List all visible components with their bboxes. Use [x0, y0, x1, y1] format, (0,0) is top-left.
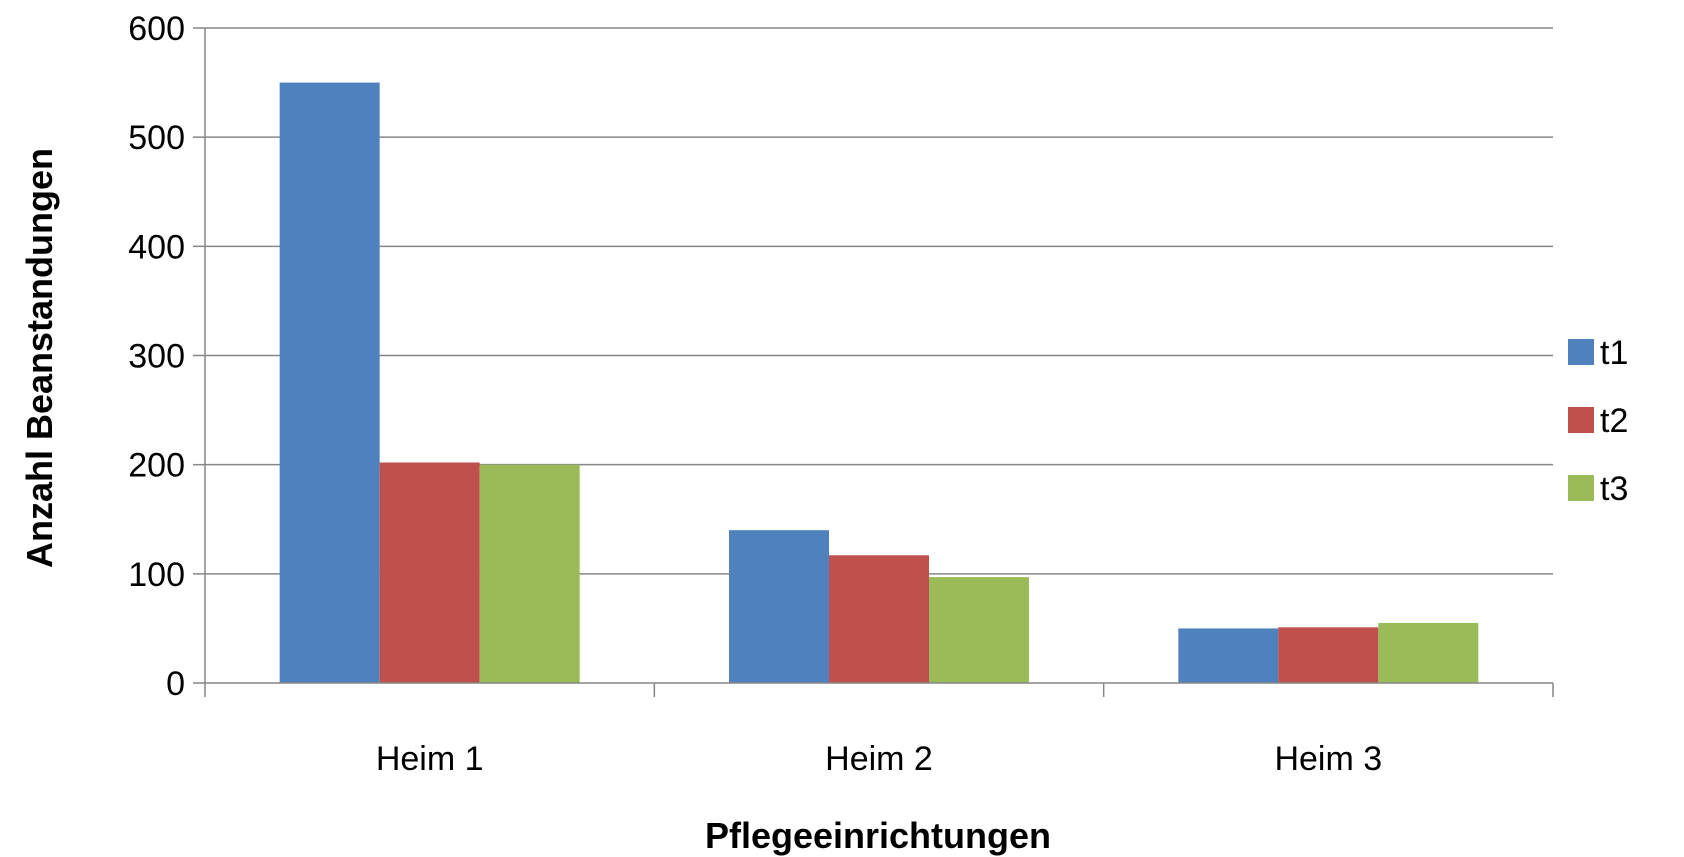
legend: t1 t2 t3 [1568, 334, 1628, 508]
x-axis-title: Pflegeeinrichtungen [705, 815, 1051, 856]
x-tick-labels: Heim 1 Heim 2 Heim 3 [376, 740, 1382, 778]
y-tick-labels: 0 100 200 300 400 500 600 [128, 10, 185, 703]
y-tick-label: 600 [128, 10, 185, 48]
y-tick-label: 100 [128, 556, 185, 594]
y-tick-label: 400 [128, 228, 185, 266]
bar-t2-2 [829, 555, 929, 683]
legend-label-t3: t3 [1600, 470, 1628, 508]
bars [279, 82, 1479, 684]
x-tick-label: Heim 3 [1274, 740, 1382, 778]
axes [193, 27, 1554, 697]
y-tick-label: 200 [128, 447, 185, 485]
x-tick-label: Heim 2 [825, 740, 933, 778]
legend-label-t2: t2 [1600, 402, 1628, 440]
y-tick-label: 300 [128, 338, 185, 376]
bar-t3-2 [929, 577, 1029, 683]
y-tick-label: 500 [128, 119, 185, 157]
legend-swatch-t1 [1568, 339, 1594, 365]
x-tick-label: Heim 1 [376, 740, 484, 778]
legend-label-t1: t1 [1600, 334, 1628, 372]
bar-t1-2 [729, 530, 829, 683]
y-axis-title: Anzahl Beanstandungen [19, 148, 60, 568]
bar-t2-1 [379, 462, 480, 683]
bar-t3-3 [1378, 622, 1479, 683]
bar-t3-1 [479, 464, 580, 683]
bar-t1-1 [279, 82, 380, 684]
y-tick-label: 0 [166, 665, 185, 703]
legend-swatch-t3 [1568, 475, 1594, 501]
bar-t2-3 [1278, 627, 1379, 683]
bar-t1-3 [1178, 628, 1279, 683]
legend-swatch-t2 [1568, 407, 1594, 433]
